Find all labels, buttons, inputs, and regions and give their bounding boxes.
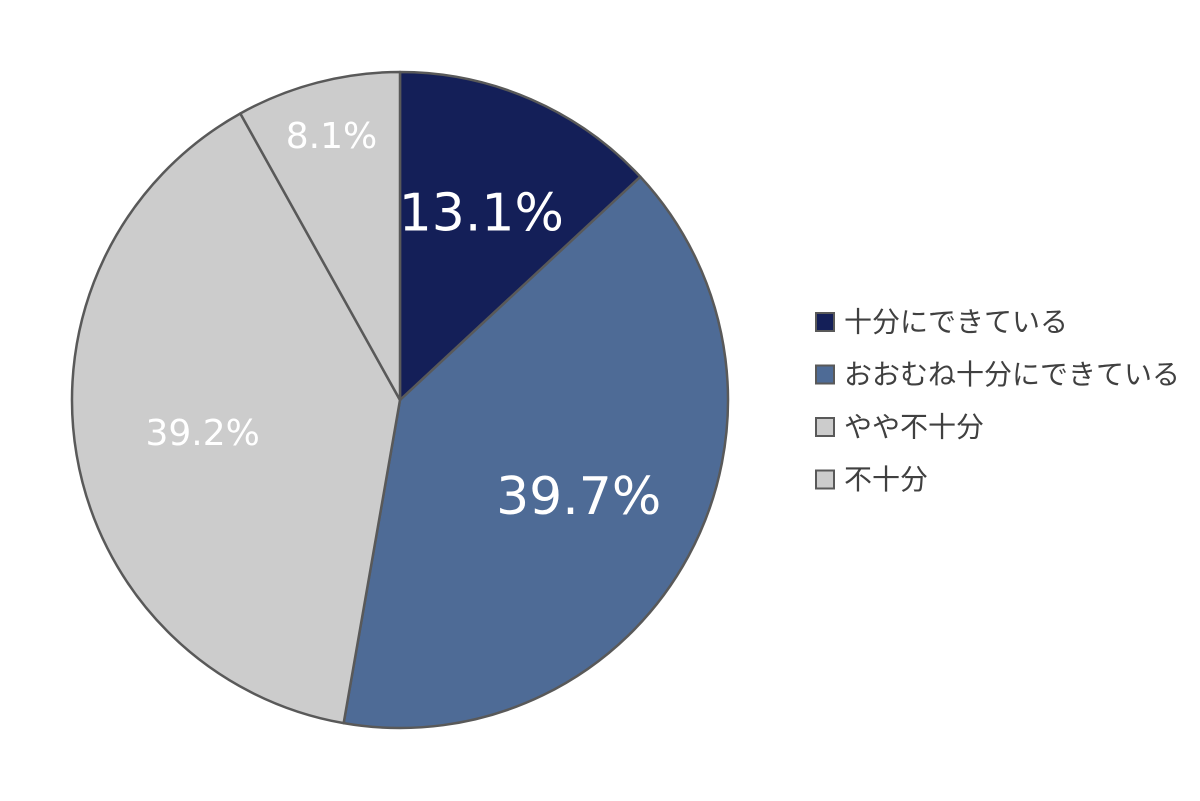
slice-value-label-3: 39.2% (146, 413, 260, 454)
slice-value-label-2: 39.7% (496, 467, 661, 527)
pie-slice-4 (239, 70, 402, 402)
pie-slices (70, 70, 730, 730)
slice-value-label-1: 13.1% (399, 184, 564, 244)
legend-label-2: おおむね十分にできている (844, 358, 1180, 391)
pie-slice-3 (70, 112, 402, 725)
legend-swatch-1 (815, 312, 835, 332)
pie-slice-2 (342, 175, 730, 730)
slice-value-label-4: 8.1% (286, 116, 377, 157)
legend-swatch-3 (815, 417, 835, 437)
legend-label-3: やや不十分 (844, 411, 984, 444)
pie-slice-1 (398, 70, 642, 402)
legend-swatch-4 (815, 469, 835, 490)
slice-labels: 13.1% 39.7% 39.2% 8.1% (146, 116, 662, 527)
legend-label-4: 不十分 (844, 463, 928, 496)
legend-swatch-2 (815, 364, 835, 385)
legend-label-1: 十分にできている (844, 306, 1068, 339)
